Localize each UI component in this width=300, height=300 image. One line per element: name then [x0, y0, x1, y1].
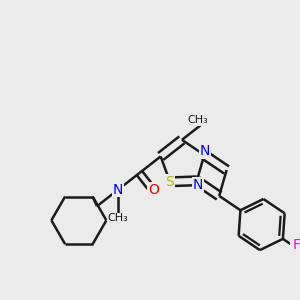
- Text: CH₃: CH₃: [108, 213, 129, 223]
- Text: O: O: [148, 183, 159, 197]
- Text: N: N: [193, 178, 203, 192]
- Text: S: S: [166, 175, 174, 189]
- Text: N: N: [200, 144, 210, 158]
- Text: F: F: [292, 238, 300, 252]
- Text: N: N: [113, 183, 123, 196]
- Text: CH₃: CH₃: [188, 115, 208, 125]
